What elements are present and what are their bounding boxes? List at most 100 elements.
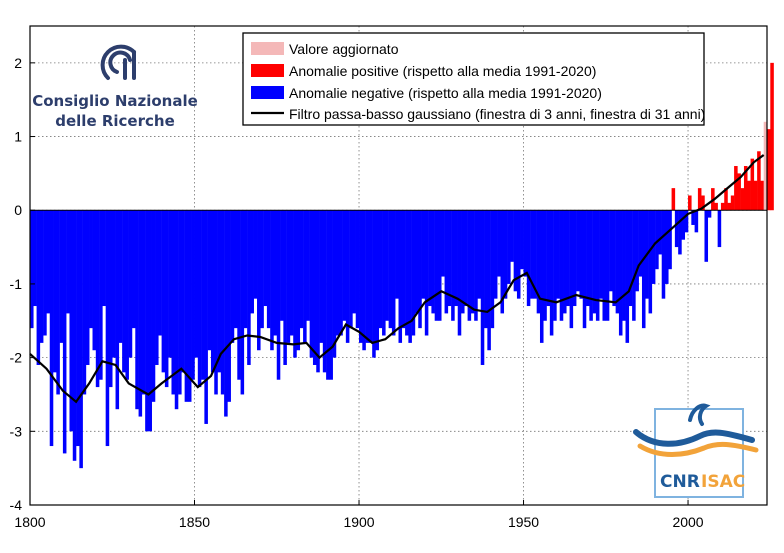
plot-frame bbox=[29, 25, 768, 506]
bar-1849 bbox=[191, 210, 195, 380]
bar-1836 bbox=[148, 210, 152, 432]
bar-1850 bbox=[194, 210, 199, 358]
bar-1885 bbox=[309, 210, 314, 358]
legend-swatch-updated bbox=[251, 42, 284, 55]
bar-1988 bbox=[648, 210, 653, 314]
bar-1848 bbox=[187, 210, 192, 402]
bar-1906 bbox=[378, 210, 383, 329]
bar-1877 bbox=[283, 210, 287, 365]
bar-1922 bbox=[431, 210, 435, 314]
bar-2024 bbox=[767, 129, 771, 211]
bar-1857 bbox=[217, 210, 222, 373]
bar-1918 bbox=[418, 210, 422, 329]
bar-1883 bbox=[303, 210, 307, 343]
bar-1873 bbox=[270, 210, 274, 351]
bar-1931 bbox=[461, 210, 465, 314]
legend-box bbox=[242, 32, 705, 126]
bar-1879 bbox=[289, 210, 294, 336]
bar-1902 bbox=[365, 210, 370, 343]
bar-2006 bbox=[707, 210, 712, 218]
bar-1996 bbox=[674, 210, 679, 248]
bar-1991 bbox=[658, 210, 662, 255]
bar-1888 bbox=[319, 210, 324, 343]
bar-1887 bbox=[316, 210, 320, 373]
bar-1950 bbox=[523, 210, 528, 277]
bar-1939 bbox=[487, 210, 491, 351]
bar-1853 bbox=[204, 210, 208, 424]
bar-1882 bbox=[299, 210, 304, 329]
bar-1898 bbox=[352, 210, 356, 314]
bar-1944 bbox=[503, 210, 508, 299]
bar-1909 bbox=[388, 210, 393, 329]
bar-1875 bbox=[276, 210, 281, 380]
bar-1892 bbox=[332, 210, 337, 358]
bar-2013 bbox=[730, 195, 735, 211]
bar-1936 bbox=[477, 210, 482, 299]
bar-2005 bbox=[704, 210, 709, 262]
bar-1998 bbox=[681, 210, 685, 240]
cnr-logo-line1: Consiglio Nazionale bbox=[32, 92, 198, 110]
bar-1915 bbox=[408, 210, 412, 343]
bar-1889 bbox=[322, 210, 327, 373]
bar-1826 bbox=[115, 210, 120, 410]
bar-1903 bbox=[368, 210, 373, 343]
bar-2010 bbox=[720, 202, 725, 211]
bar-1900 bbox=[359, 210, 363, 343]
bar-1876 bbox=[280, 210, 284, 321]
bar-1804 bbox=[43, 210, 47, 336]
y-axis-ticks: -4 -3 -2 -1 0 1 2 bbox=[10, 55, 35, 513]
cnr-logo: Consiglio Nazionale delle Ricerche bbox=[32, 44, 198, 130]
bar-1871 bbox=[263, 210, 268, 307]
bar-2020 bbox=[753, 180, 758, 211]
bar-1886 bbox=[312, 210, 317, 365]
bar-2015 bbox=[737, 173, 741, 211]
bar-1810 bbox=[62, 210, 67, 454]
bar-1973 bbox=[599, 210, 603, 299]
bar-1951 bbox=[526, 210, 531, 307]
bar-1920 bbox=[424, 210, 429, 336]
legend-label-filter: Filtro passa-basso gaussiano (finestra d… bbox=[289, 106, 705, 122]
bar-1963 bbox=[566, 210, 570, 307]
bar-1834 bbox=[141, 210, 146, 395]
bar-1984 bbox=[635, 210, 639, 292]
bar-1897 bbox=[349, 210, 353, 329]
bar-1967 bbox=[579, 210, 583, 299]
bar-1994 bbox=[668, 210, 672, 270]
bar-1983 bbox=[632, 210, 636, 321]
bar-1803 bbox=[39, 210, 44, 343]
bar-1800 bbox=[30, 210, 34, 329]
bar-1993 bbox=[665, 210, 669, 284]
bar-1904 bbox=[372, 210, 376, 358]
isac-logo: CNR ISAC bbox=[633, 403, 759, 498]
bar-1924 bbox=[437, 210, 442, 321]
bar-2012 bbox=[727, 202, 732, 211]
bar-1958 bbox=[549, 210, 554, 336]
bar-1946 bbox=[510, 210, 514, 262]
bar-1812 bbox=[69, 210, 74, 432]
bar-1835 bbox=[145, 210, 149, 432]
bar-1949 bbox=[520, 210, 524, 270]
bar-1858 bbox=[220, 210, 225, 395]
bar-1997 bbox=[678, 210, 682, 255]
bar-1964 bbox=[569, 210, 574, 329]
bar-1896 bbox=[345, 210, 350, 343]
bar-2011 bbox=[724, 188, 728, 211]
bar-1960 bbox=[556, 210, 560, 299]
x-tick-label: 1850 bbox=[179, 514, 210, 530]
bar-1866 bbox=[247, 210, 251, 365]
legend-label-negative: Anomalie negative (rispetto alla media 1… bbox=[289, 85, 602, 101]
bar-1840 bbox=[161, 210, 166, 373]
bar-1831 bbox=[131, 210, 136, 329]
bar-2003 bbox=[697, 188, 702, 211]
bar-1821 bbox=[99, 210, 103, 380]
bar-1965 bbox=[572, 210, 577, 307]
bar-1961 bbox=[559, 210, 564, 321]
bar-1932 bbox=[464, 210, 468, 307]
bar-2017 bbox=[743, 166, 748, 211]
bar-1842 bbox=[168, 210, 172, 358]
isac-logo-isac-text: ISAC bbox=[701, 472, 745, 492]
bar-1851 bbox=[197, 210, 202, 388]
bar-1935 bbox=[474, 210, 478, 321]
legend-label-updated: Valore aggiornato bbox=[289, 41, 399, 57]
isac-wave-icon bbox=[633, 403, 759, 457]
